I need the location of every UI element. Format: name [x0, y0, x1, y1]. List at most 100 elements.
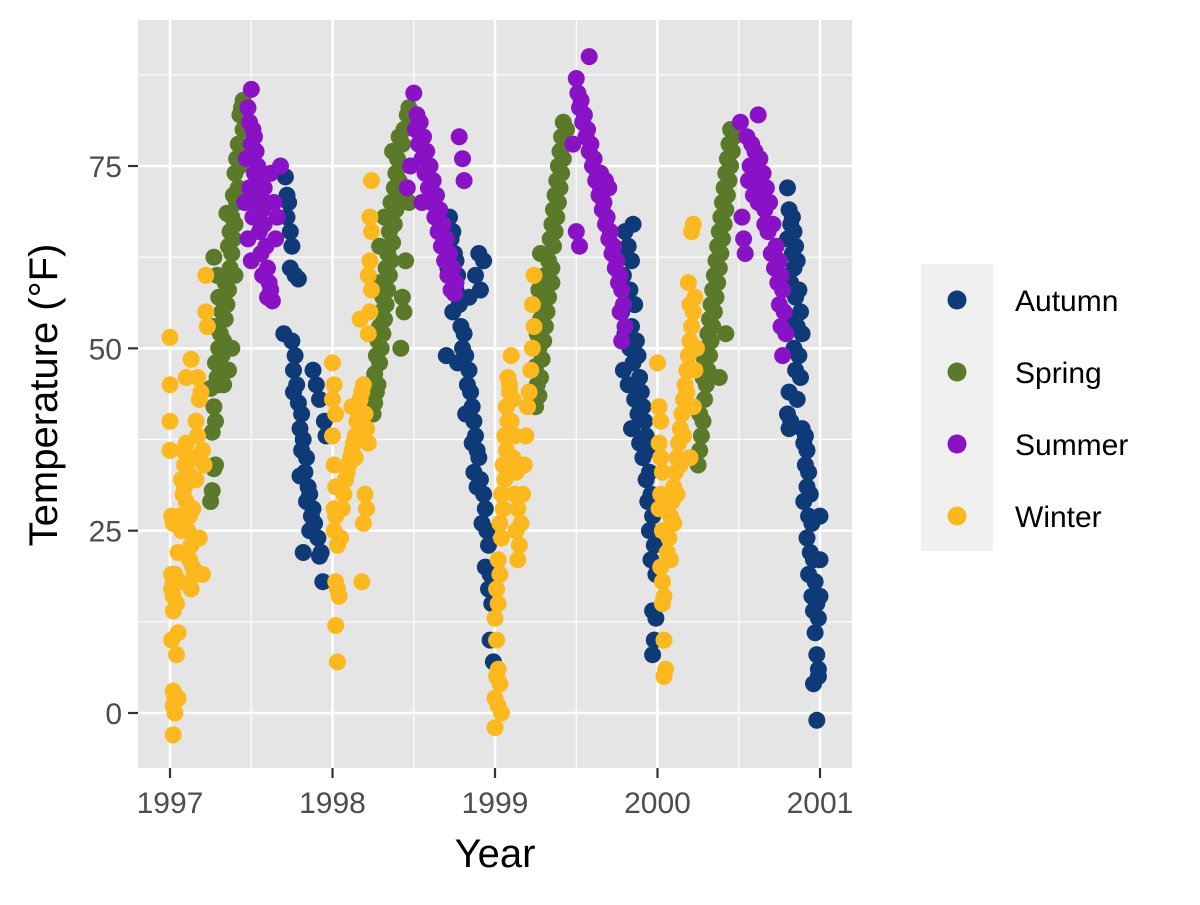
- data-point: [182, 580, 200, 598]
- series-winter: [161, 172, 705, 744]
- data-point: [517, 427, 535, 445]
- data-point: [480, 536, 497, 554]
- data-point: [684, 398, 702, 416]
- data-point: [489, 697, 507, 715]
- data-point: [600, 179, 618, 197]
- data-point: [486, 719, 504, 737]
- data-point: [571, 237, 588, 255]
- data-point: [486, 609, 504, 627]
- data-point: [205, 248, 223, 266]
- data-point: [332, 529, 350, 547]
- data-point: [462, 383, 480, 401]
- data-point: [236, 194, 254, 211]
- data-point: [681, 449, 699, 467]
- data-point: [510, 536, 528, 554]
- data-point: [798, 529, 816, 547]
- data-point: [359, 325, 377, 343]
- data-point: [476, 500, 494, 518]
- data-point: [437, 347, 455, 365]
- data-point: [795, 493, 813, 510]
- data-point: [554, 113, 572, 131]
- legend-label: Winter: [1015, 501, 1102, 534]
- data-point: [325, 456, 343, 474]
- data-point: [397, 252, 415, 270]
- data-point: [491, 565, 509, 583]
- data-point: [502, 412, 520, 430]
- data-point: [268, 208, 286, 226]
- data-point: [567, 70, 585, 87]
- data-point: [335, 485, 353, 503]
- data-point: [679, 274, 697, 292]
- data-point: [327, 617, 345, 634]
- data-point: [328, 653, 346, 671]
- data-point: [293, 405, 311, 423]
- legend-item-summer: Summer: [947, 429, 1128, 462]
- x-tick-label: 1999: [462, 787, 529, 820]
- legend-label: Spring: [1015, 357, 1102, 390]
- data-point: [283, 332, 301, 350]
- data-point: [774, 281, 792, 299]
- data-point: [281, 223, 299, 241]
- legend-key: [947, 434, 967, 454]
- data-point: [356, 405, 374, 423]
- data-point: [623, 420, 640, 438]
- data-point: [205, 398, 223, 416]
- legend-key-background: [921, 264, 993, 551]
- data-point: [660, 529, 678, 547]
- data-point: [614, 361, 632, 379]
- data-point: [788, 390, 806, 408]
- legend-item-spring: Spring: [947, 357, 1102, 390]
- data-point: [650, 398, 668, 416]
- y-tick-label: 0: [105, 698, 122, 731]
- legend-key: [947, 362, 967, 382]
- data-point: [649, 354, 666, 372]
- data-point: [445, 285, 463, 303]
- data-point: [184, 500, 202, 518]
- data-point: [749, 106, 767, 124]
- data-point: [756, 215, 774, 233]
- data-point: [733, 208, 751, 226]
- data-point: [314, 573, 332, 591]
- data-point: [491, 675, 509, 693]
- data-point: [502, 347, 520, 365]
- data-point: [343, 398, 361, 416]
- data-point: [787, 288, 805, 306]
- data-point: [226, 266, 244, 284]
- data-point: [285, 361, 302, 379]
- data-point: [809, 668, 827, 685]
- data-point: [161, 441, 179, 459]
- data-point: [255, 179, 273, 197]
- data-point: [475, 252, 493, 270]
- data-point: [161, 412, 179, 430]
- data-point: [525, 266, 543, 284]
- data-point: [681, 296, 699, 314]
- data-point: [455, 325, 473, 343]
- data-point: [488, 631, 506, 649]
- data-point: [636, 412, 653, 430]
- data-point: [363, 281, 380, 299]
- data-point: [470, 449, 488, 467]
- data-point: [647, 609, 665, 627]
- data-point: [187, 412, 205, 430]
- data-point: [808, 646, 826, 664]
- data-point: [400, 194, 418, 211]
- data-point: [166, 704, 184, 722]
- data-point: [325, 376, 343, 394]
- data-point: [444, 303, 462, 321]
- data-point: [330, 587, 348, 605]
- data-point: [223, 339, 241, 357]
- data-point: [304, 361, 322, 379]
- data-point: [327, 405, 345, 423]
- data-point: [333, 500, 351, 518]
- data-point: [460, 288, 478, 306]
- data-point: [475, 485, 493, 503]
- data-point: [806, 573, 824, 591]
- data-point: [652, 449, 670, 467]
- data-point: [520, 383, 538, 401]
- data-point: [346, 449, 364, 467]
- data-point: [736, 245, 754, 262]
- data-point: [242, 252, 260, 270]
- data-point: [683, 318, 701, 335]
- data-point: [491, 514, 509, 532]
